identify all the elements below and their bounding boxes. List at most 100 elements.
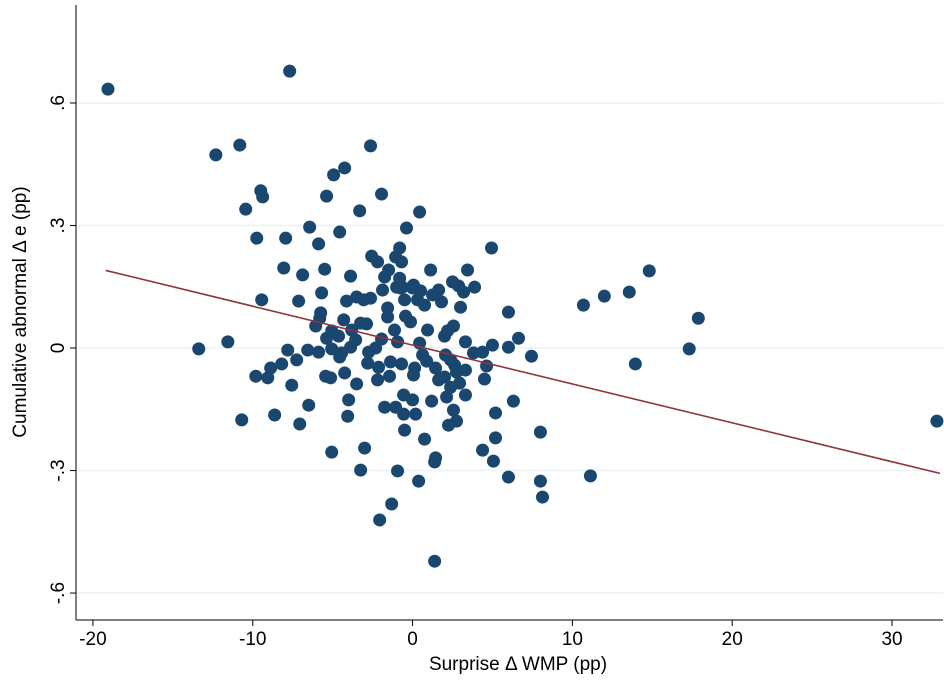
point	[468, 280, 482, 294]
point	[388, 323, 402, 337]
point	[340, 294, 354, 308]
point	[353, 204, 367, 218]
point	[622, 285, 636, 299]
y-tick-label: -.3	[48, 459, 69, 481]
point	[264, 361, 278, 375]
point	[354, 463, 368, 477]
point	[429, 451, 443, 465]
point	[454, 300, 468, 314]
x-axis-title: Surprise Δ WMP (pp)	[429, 654, 607, 675]
point	[221, 335, 235, 349]
point	[533, 425, 547, 439]
point	[583, 469, 597, 483]
point	[409, 407, 423, 421]
point	[303, 220, 317, 234]
point	[444, 353, 458, 367]
point	[371, 255, 385, 269]
point	[440, 390, 454, 404]
point	[256, 190, 270, 204]
x-tick-label: 30	[881, 629, 902, 650]
point	[476, 345, 490, 359]
x-tick-label: -20	[79, 629, 106, 650]
point	[302, 398, 316, 412]
point	[373, 513, 387, 527]
point	[501, 470, 515, 484]
point	[324, 371, 338, 385]
point	[397, 407, 411, 421]
point	[421, 323, 435, 337]
point	[384, 355, 398, 369]
point	[533, 474, 547, 488]
point	[376, 283, 390, 297]
point	[375, 187, 389, 201]
point	[360, 317, 374, 331]
point	[524, 349, 538, 363]
point	[486, 454, 500, 468]
fit-line	[105, 269, 941, 475]
point	[290, 353, 304, 367]
point	[250, 231, 264, 245]
point	[506, 394, 520, 408]
point	[398, 293, 412, 307]
point	[344, 269, 358, 283]
point	[281, 343, 295, 357]
point	[361, 356, 375, 370]
point	[458, 363, 472, 377]
point	[412, 474, 426, 488]
x-tick-label: 0	[407, 629, 418, 650]
point	[333, 225, 347, 239]
point	[396, 280, 410, 294]
point	[277, 261, 291, 275]
point	[350, 377, 364, 391]
point	[312, 237, 326, 251]
point	[461, 263, 475, 277]
point	[628, 357, 642, 371]
point	[489, 406, 503, 420]
point	[382, 263, 396, 277]
point	[381, 310, 395, 324]
point	[357, 293, 371, 307]
point	[441, 324, 455, 338]
point	[233, 138, 247, 152]
point	[320, 189, 334, 203]
point	[239, 202, 253, 216]
point	[425, 394, 439, 408]
point	[930, 414, 944, 428]
point	[446, 403, 460, 417]
point	[416, 348, 430, 362]
point	[235, 413, 249, 427]
point	[320, 331, 334, 345]
point	[325, 445, 339, 459]
point	[293, 417, 307, 431]
point	[333, 350, 347, 364]
point	[192, 342, 206, 356]
point	[341, 409, 355, 423]
point	[406, 281, 420, 295]
point	[458, 335, 472, 349]
point	[501, 340, 515, 354]
point	[576, 298, 590, 312]
point	[398, 423, 412, 437]
point	[383, 369, 397, 383]
point	[399, 221, 413, 235]
point	[318, 262, 332, 276]
point	[314, 306, 328, 320]
point	[434, 295, 448, 309]
point	[424, 263, 438, 277]
point	[428, 554, 442, 568]
point	[442, 418, 456, 432]
point	[268, 408, 282, 422]
point	[691, 311, 705, 325]
point	[476, 443, 490, 457]
point	[397, 388, 411, 402]
point	[512, 331, 526, 345]
point	[403, 315, 417, 329]
point	[292, 294, 306, 308]
point	[395, 255, 409, 269]
point	[375, 332, 389, 346]
y-tick-label: -.6	[48, 582, 69, 604]
point	[418, 432, 432, 446]
point	[682, 342, 696, 356]
point	[418, 298, 432, 312]
